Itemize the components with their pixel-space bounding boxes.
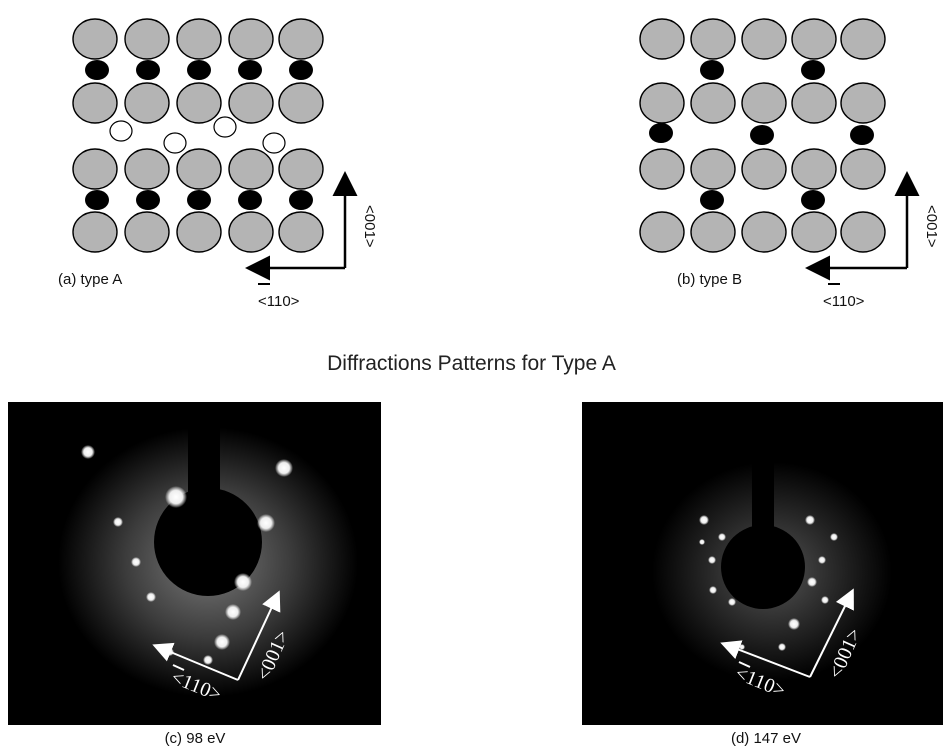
small-atom-layer [649,60,874,210]
panel-d-leed-147ev: <110> <001> [582,402,943,725]
axes-d [720,588,854,678]
leed-image-c: <110> <001> [8,402,381,725]
type-a-label: (a) type A [58,271,123,288]
caption-c: (c) 98 eV [164,730,226,747]
axes-c [152,590,281,681]
axis-110-label-a: <110> [258,293,300,310]
vacancy-layer [109,116,286,154]
gun-shadow [721,525,805,609]
section-title: Diffractions Patterns for Type A [327,352,616,375]
panel-c-leed-98ev: <110> <001> [8,402,381,725]
panel-b-type-b: (b) type B <110> <001> [470,0,943,320]
axis-110-label-b: <110> [823,293,865,310]
axis-001-label-b: <001> [923,205,940,248]
small-atom-layer [85,60,313,210]
panel-a-type-a: (a) type A <110> <001> [0,0,470,320]
axes-a [245,171,358,285]
caption-d: (d) 147 eV [730,730,802,747]
electron-gun [752,462,774,542]
type-a-lattice [72,18,358,285]
type-b-label: (b) type B [677,271,743,288]
gun-shadow [154,488,262,596]
diffraction-spots [81,445,293,665]
leed-image-d: <110> <001> [582,402,943,725]
axis-001-label-a: <001> [361,205,378,248]
large-atom-layer [72,18,324,253]
large-atom-layer [639,18,886,253]
diffraction-spots [699,515,838,651]
type-b-lattice [639,18,920,285]
axes-b [805,171,920,285]
